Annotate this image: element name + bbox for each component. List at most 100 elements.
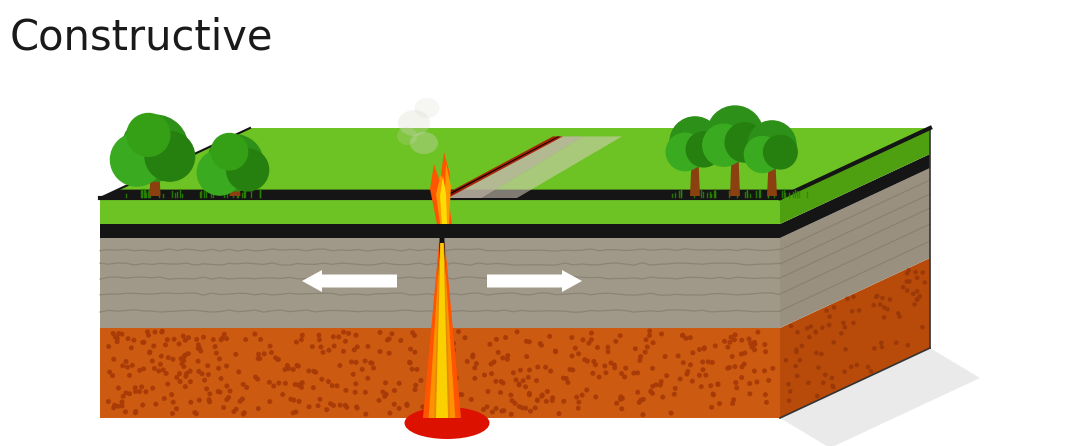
Circle shape: [549, 369, 553, 373]
Circle shape: [764, 350, 768, 354]
Circle shape: [413, 334, 417, 337]
Circle shape: [442, 344, 445, 347]
Polygon shape: [440, 176, 447, 224]
Circle shape: [393, 389, 396, 392]
Circle shape: [325, 408, 328, 412]
Circle shape: [636, 390, 639, 394]
Circle shape: [225, 364, 228, 368]
Circle shape: [243, 411, 246, 415]
Circle shape: [221, 406, 226, 409]
Circle shape: [615, 339, 618, 343]
Circle shape: [536, 398, 539, 402]
Circle shape: [674, 387, 677, 390]
Circle shape: [827, 323, 831, 326]
Circle shape: [540, 343, 543, 347]
Circle shape: [116, 336, 119, 340]
Circle shape: [636, 371, 639, 375]
Circle shape: [814, 330, 818, 333]
Circle shape: [513, 401, 516, 405]
Circle shape: [285, 363, 289, 367]
Circle shape: [753, 348, 756, 352]
FancyArrow shape: [487, 270, 582, 292]
Circle shape: [492, 360, 496, 363]
Circle shape: [347, 331, 350, 335]
Circle shape: [733, 365, 737, 368]
Circle shape: [573, 347, 577, 350]
Circle shape: [473, 366, 476, 370]
Circle shape: [744, 136, 781, 173]
Circle shape: [187, 352, 190, 355]
Circle shape: [454, 377, 457, 381]
Circle shape: [292, 411, 295, 415]
Circle shape: [295, 340, 298, 344]
Circle shape: [748, 121, 796, 169]
Circle shape: [825, 309, 828, 312]
Circle shape: [127, 374, 132, 377]
Circle shape: [585, 388, 589, 392]
Circle shape: [858, 309, 861, 312]
Circle shape: [852, 322, 855, 325]
Circle shape: [311, 345, 314, 348]
Circle shape: [363, 359, 367, 363]
Circle shape: [124, 391, 127, 395]
Circle shape: [354, 382, 357, 386]
Circle shape: [681, 334, 685, 337]
Circle shape: [789, 324, 793, 327]
Circle shape: [276, 358, 280, 361]
Circle shape: [921, 326, 924, 329]
Circle shape: [544, 400, 549, 403]
Circle shape: [524, 385, 527, 388]
Circle shape: [594, 395, 597, 399]
Circle shape: [659, 383, 662, 387]
Circle shape: [220, 336, 225, 340]
Circle shape: [831, 376, 834, 380]
Circle shape: [160, 354, 163, 358]
Circle shape: [551, 399, 554, 402]
Circle shape: [470, 398, 473, 401]
Circle shape: [320, 377, 324, 381]
Circle shape: [882, 306, 886, 309]
Circle shape: [842, 321, 845, 325]
Circle shape: [528, 368, 531, 372]
Circle shape: [131, 363, 134, 367]
Circle shape: [495, 407, 498, 410]
Circle shape: [568, 368, 571, 371]
Circle shape: [698, 348, 701, 351]
Circle shape: [680, 334, 685, 337]
Circle shape: [510, 399, 514, 402]
Circle shape: [159, 363, 162, 366]
Circle shape: [408, 360, 411, 364]
Circle shape: [381, 390, 384, 394]
Circle shape: [615, 401, 619, 405]
Circle shape: [197, 343, 200, 347]
Circle shape: [413, 351, 417, 354]
Circle shape: [495, 338, 498, 341]
Circle shape: [183, 355, 186, 358]
Circle shape: [162, 397, 166, 401]
Circle shape: [880, 341, 883, 344]
Circle shape: [740, 376, 743, 380]
Circle shape: [197, 347, 201, 350]
Circle shape: [548, 334, 552, 338]
Circle shape: [588, 341, 591, 345]
Circle shape: [916, 297, 919, 301]
Circle shape: [621, 396, 624, 400]
Circle shape: [337, 335, 340, 339]
Circle shape: [127, 113, 170, 157]
Circle shape: [557, 412, 561, 415]
Circle shape: [701, 368, 705, 372]
Circle shape: [905, 280, 908, 283]
Circle shape: [654, 383, 658, 387]
Circle shape: [509, 393, 513, 397]
Circle shape: [354, 361, 357, 364]
Circle shape: [378, 350, 381, 353]
Circle shape: [796, 330, 799, 334]
Polygon shape: [429, 243, 456, 418]
Circle shape: [525, 339, 528, 343]
Circle shape: [335, 384, 339, 388]
Circle shape: [299, 382, 302, 386]
Circle shape: [463, 336, 467, 339]
Circle shape: [178, 372, 181, 376]
Circle shape: [370, 361, 374, 365]
Circle shape: [327, 348, 330, 352]
